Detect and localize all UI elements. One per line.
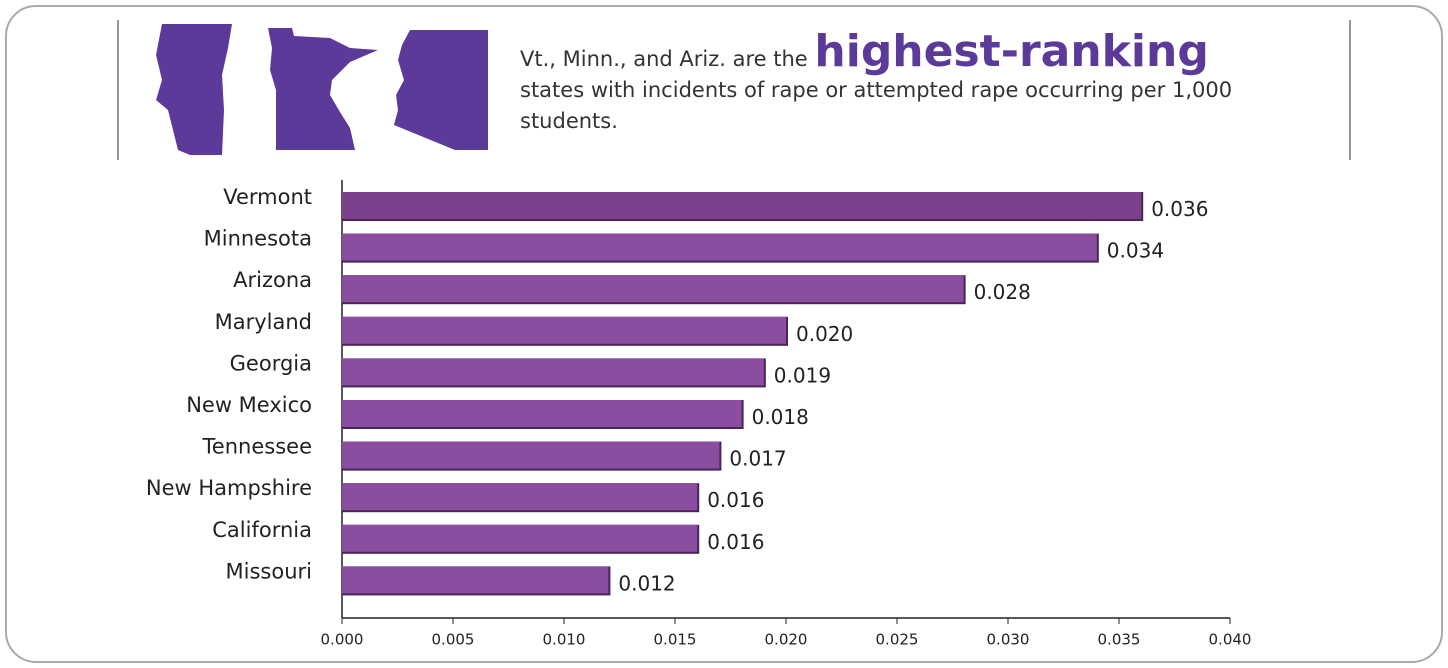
y-tick-label: Minnesota [204,227,312,251]
value-label: 0.017 [729,447,786,471]
value-label: 0.020 [796,322,853,346]
bar [342,275,964,303]
headline: Vt., Minn., and Ariz. are the highest-ra… [520,30,1320,137]
frame [5,5,1443,663]
value-label: 0.016 [707,530,764,554]
value-label: 0.036 [1151,197,1208,221]
headline-highlight: highest-ranking [814,26,1209,77]
value-label: 0.019 [774,363,831,387]
bar [342,233,1097,261]
bar [342,524,698,552]
y-tick-label: Maryland [215,310,312,334]
arizona-shape [394,30,488,150]
value-label: 0.018 [752,405,809,429]
x-tick-label: 0.005 [432,631,475,649]
x-tick-label: 0.020 [765,631,808,649]
x-tick-label: 0.000 [321,631,364,649]
value-label: 0.016 [707,488,764,512]
y-tick-label: Missouri [226,559,312,583]
y-tick-label: New Hampshire [146,476,312,500]
bar [342,566,609,594]
bar [342,400,742,427]
y-tick-label: Vermont [223,185,312,209]
bar [342,358,764,386]
bar [342,192,1142,219]
y-tick-label: California [212,518,312,542]
value-label: 0.034 [1107,239,1164,263]
x-tick-label: 0.040 [1209,631,1252,649]
vermont-shape [156,24,232,155]
x-tick-label: 0.025 [876,631,919,649]
y-tick-label: Tennessee [202,435,312,459]
bar [342,441,720,469]
y-tick-label: Arizona [233,268,312,292]
y-tick-label: Georgia [230,351,312,375]
bar [342,316,786,344]
x-tick-label: 0.010 [543,631,586,649]
value-label: 0.028 [974,280,1031,304]
x-tick-label: 0.015 [654,631,697,649]
value-label: 0.012 [618,571,675,595]
x-tick-label: 0.030 [987,631,1030,649]
bar [342,483,698,511]
x-tick-label: 0.035 [1098,631,1141,649]
headline-rest: states with incidents of rape or attempt… [520,78,1233,133]
headline-lead: Vt., Minn., and Ariz. are the [520,47,808,71]
y-tick-label: New Mexico [186,393,312,417]
minnesota-shape [268,28,378,150]
